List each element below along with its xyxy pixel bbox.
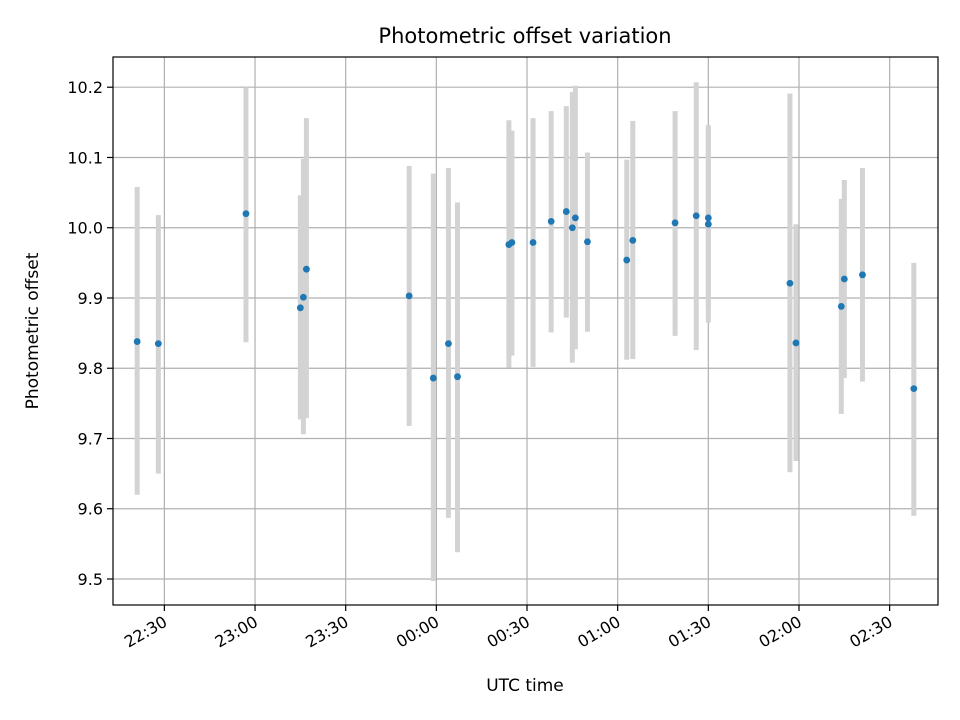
y-tick-label: 10.1 bbox=[67, 148, 103, 167]
data-point bbox=[299, 293, 307, 301]
data-point bbox=[445, 340, 452, 348]
data-point bbox=[529, 239, 537, 246]
chart-title: Photometric offset variation bbox=[378, 24, 671, 48]
data-point bbox=[623, 256, 631, 264]
y-tick-label: 10.2 bbox=[67, 78, 103, 97]
y-tick-label: 10.0 bbox=[67, 219, 103, 238]
data-point bbox=[133, 338, 141, 345]
data-point bbox=[405, 292, 413, 300]
data-point bbox=[840, 275, 848, 283]
data-point bbox=[242, 210, 250, 218]
data-points bbox=[133, 208, 918, 393]
y-axis-title: Photometric offset bbox=[23, 252, 43, 409]
data-point bbox=[454, 373, 461, 381]
data-point bbox=[629, 236, 637, 244]
data-point bbox=[154, 340, 162, 348]
y-tick-label: 9.7 bbox=[78, 429, 103, 448]
data-point bbox=[571, 214, 579, 222]
data-point bbox=[704, 214, 712, 222]
data-point bbox=[704, 220, 712, 228]
data-point bbox=[296, 304, 304, 312]
data-point bbox=[910, 385, 918, 393]
data-point bbox=[792, 339, 800, 347]
data-point bbox=[837, 303, 845, 310]
y-tick-label: 9.8 bbox=[78, 359, 103, 378]
data-point bbox=[584, 238, 591, 246]
data-point bbox=[692, 212, 700, 220]
data-point bbox=[562, 208, 570, 215]
data-point bbox=[786, 279, 794, 287]
data-point bbox=[429, 374, 437, 382]
data-point bbox=[547, 218, 555, 225]
y-tick-label: 9.9 bbox=[78, 289, 103, 308]
plot-frame bbox=[112, 56, 939, 606]
data-point bbox=[671, 219, 679, 227]
data-point bbox=[859, 271, 866, 279]
y-tick-label: 9.6 bbox=[78, 500, 103, 519]
y-axis: 9.5 9.6 9.7 9.8 9.9 10.0 10.1 10.2 bbox=[67, 78, 113, 589]
data-point bbox=[568, 224, 576, 232]
y-tick-label: 9.5 bbox=[78, 570, 103, 589]
grid bbox=[113, 57, 938, 605]
data-point bbox=[303, 265, 310, 273]
data-point bbox=[508, 239, 516, 246]
x-axis-title: UTC time bbox=[486, 676, 564, 696]
